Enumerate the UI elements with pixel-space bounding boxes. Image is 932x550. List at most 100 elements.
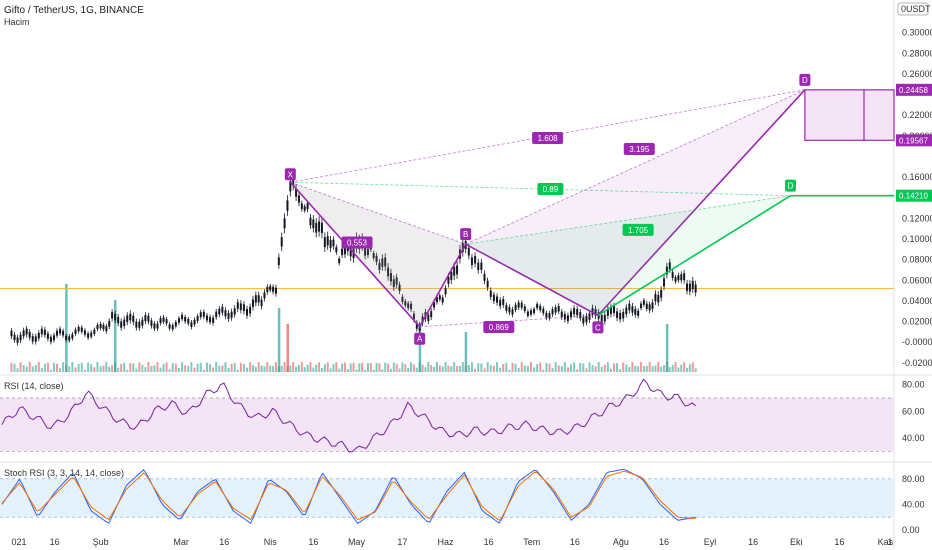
- volume-bar: [453, 362, 456, 372]
- volume-bar: [433, 367, 436, 372]
- volume-bar: [102, 365, 105, 372]
- volume-bar: [398, 368, 401, 372]
- volume-bar: [260, 365, 263, 372]
- volume-bar: [126, 369, 129, 372]
- ratio-bcd-label-badge: [623, 142, 655, 155]
- volume-bar: [566, 367, 569, 372]
- candle-body: [123, 319, 126, 326]
- candle-body: [165, 319, 168, 324]
- volume-bar: [410, 362, 413, 372]
- candle-body: [668, 262, 671, 270]
- candle-body: [691, 280, 694, 290]
- volume-bar: [474, 368, 477, 372]
- volume-bar: [654, 365, 657, 372]
- candle-body: [456, 265, 459, 275]
- volume-bar: [407, 368, 410, 372]
- volume-bar: [74, 367, 77, 372]
- volume-bar: [511, 362, 514, 372]
- candle-body: [59, 328, 62, 334]
- volume-bar: [483, 368, 486, 372]
- candle-body: [435, 297, 438, 303]
- stoch-d-line: [1, 470, 696, 521]
- price-tick-label: 0.30000: [902, 28, 932, 38]
- candle-body: [680, 274, 683, 281]
- candle-body: [554, 307, 557, 313]
- candle-body: [438, 295, 441, 300]
- candle-body: [312, 219, 315, 229]
- volume-bar: [381, 369, 384, 372]
- volume-bar: [597, 362, 600, 372]
- x-tick-label: 16: [50, 537, 60, 547]
- candle-body: [320, 222, 323, 234]
- candle-body: [16, 337, 19, 343]
- candle-body: [427, 314, 430, 321]
- volume-bar: [303, 367, 306, 372]
- candle-body: [168, 324, 171, 329]
- green-ratio-xad-label-badge: [537, 182, 564, 195]
- stoch-rsi-pane: Stoch RSI (3, 3, 14, 14, close) 80.00 40.0…: [0, 468, 925, 535]
- volume-bar: [674, 362, 677, 372]
- ratio-abc-label-badge: [483, 321, 515, 334]
- volume-bar: [341, 363, 344, 372]
- candle-body: [349, 247, 352, 257]
- volume-bar: [150, 366, 153, 372]
- candle-body: [144, 315, 147, 322]
- price-axis-zero: 0: [901, 4, 906, 14]
- candle-body: [181, 314, 184, 320]
- volume-bar: [135, 368, 138, 372]
- candle-body: [150, 320, 153, 326]
- candle-body: [90, 332, 93, 337]
- candle-body: [77, 326, 80, 332]
- volume-bar: [671, 364, 674, 372]
- ratio-abc-label: 0.869: [489, 323, 510, 332]
- candle-body: [99, 323, 102, 329]
- volume-bar: [634, 365, 637, 372]
- point-d-label-badge: [799, 73, 811, 86]
- price-tick-label: 0.28000: [902, 48, 932, 58]
- volume-bar: [326, 362, 329, 372]
- price-tick-label: 0.26000: [902, 69, 932, 79]
- volume-bar: [190, 362, 193, 372]
- volume-bars: [10, 284, 697, 372]
- volume-bar: [642, 366, 645, 372]
- candle-body: [338, 258, 341, 264]
- volume-bar: [99, 366, 102, 372]
- rsi-pane: RSI (14, close) 80.00 60.00 40.00: [0, 378, 925, 453]
- x-tick-label: 16: [219, 537, 229, 547]
- volume-bar: [480, 363, 483, 372]
- volume-bar: [233, 362, 236, 372]
- volume-bar: [628, 367, 631, 372]
- stoch-tick-label: 40.00: [902, 499, 925, 509]
- volume-bar: [289, 365, 292, 372]
- point-d-label: D: [802, 76, 808, 85]
- candle-body: [375, 255, 378, 262]
- volume-bar: [514, 363, 517, 372]
- price-tag-upper-bg: [896, 83, 932, 96]
- candle-body: [19, 334, 22, 341]
- volume-bar: [401, 362, 404, 372]
- volume-bar: [132, 363, 135, 372]
- volume-bar: [570, 364, 573, 372]
- volume-bar: [582, 363, 585, 372]
- volume-bar: [378, 363, 381, 372]
- candle-body: [31, 336, 34, 342]
- volume-bar: [212, 367, 215, 372]
- candle-body: [184, 316, 187, 322]
- candle-body: [40, 328, 43, 335]
- point-x-label: X: [288, 170, 294, 179]
- stoch-tick-label: 0.00: [902, 525, 920, 535]
- volume-bar: [651, 366, 654, 372]
- volume-bar: [59, 368, 62, 372]
- candle-body: [129, 313, 132, 321]
- candle-body: [46, 333, 49, 339]
- candle-body: [582, 317, 585, 324]
- xb-connector: [290, 181, 466, 245]
- candle-body: [292, 175, 295, 186]
- volume-bar: [683, 362, 686, 372]
- candle-body: [606, 309, 609, 316]
- candle-body: [87, 333, 90, 338]
- price-tick-label: 0.02000: [902, 317, 932, 327]
- candle-body: [600, 314, 603, 322]
- candle-body: [430, 311, 433, 318]
